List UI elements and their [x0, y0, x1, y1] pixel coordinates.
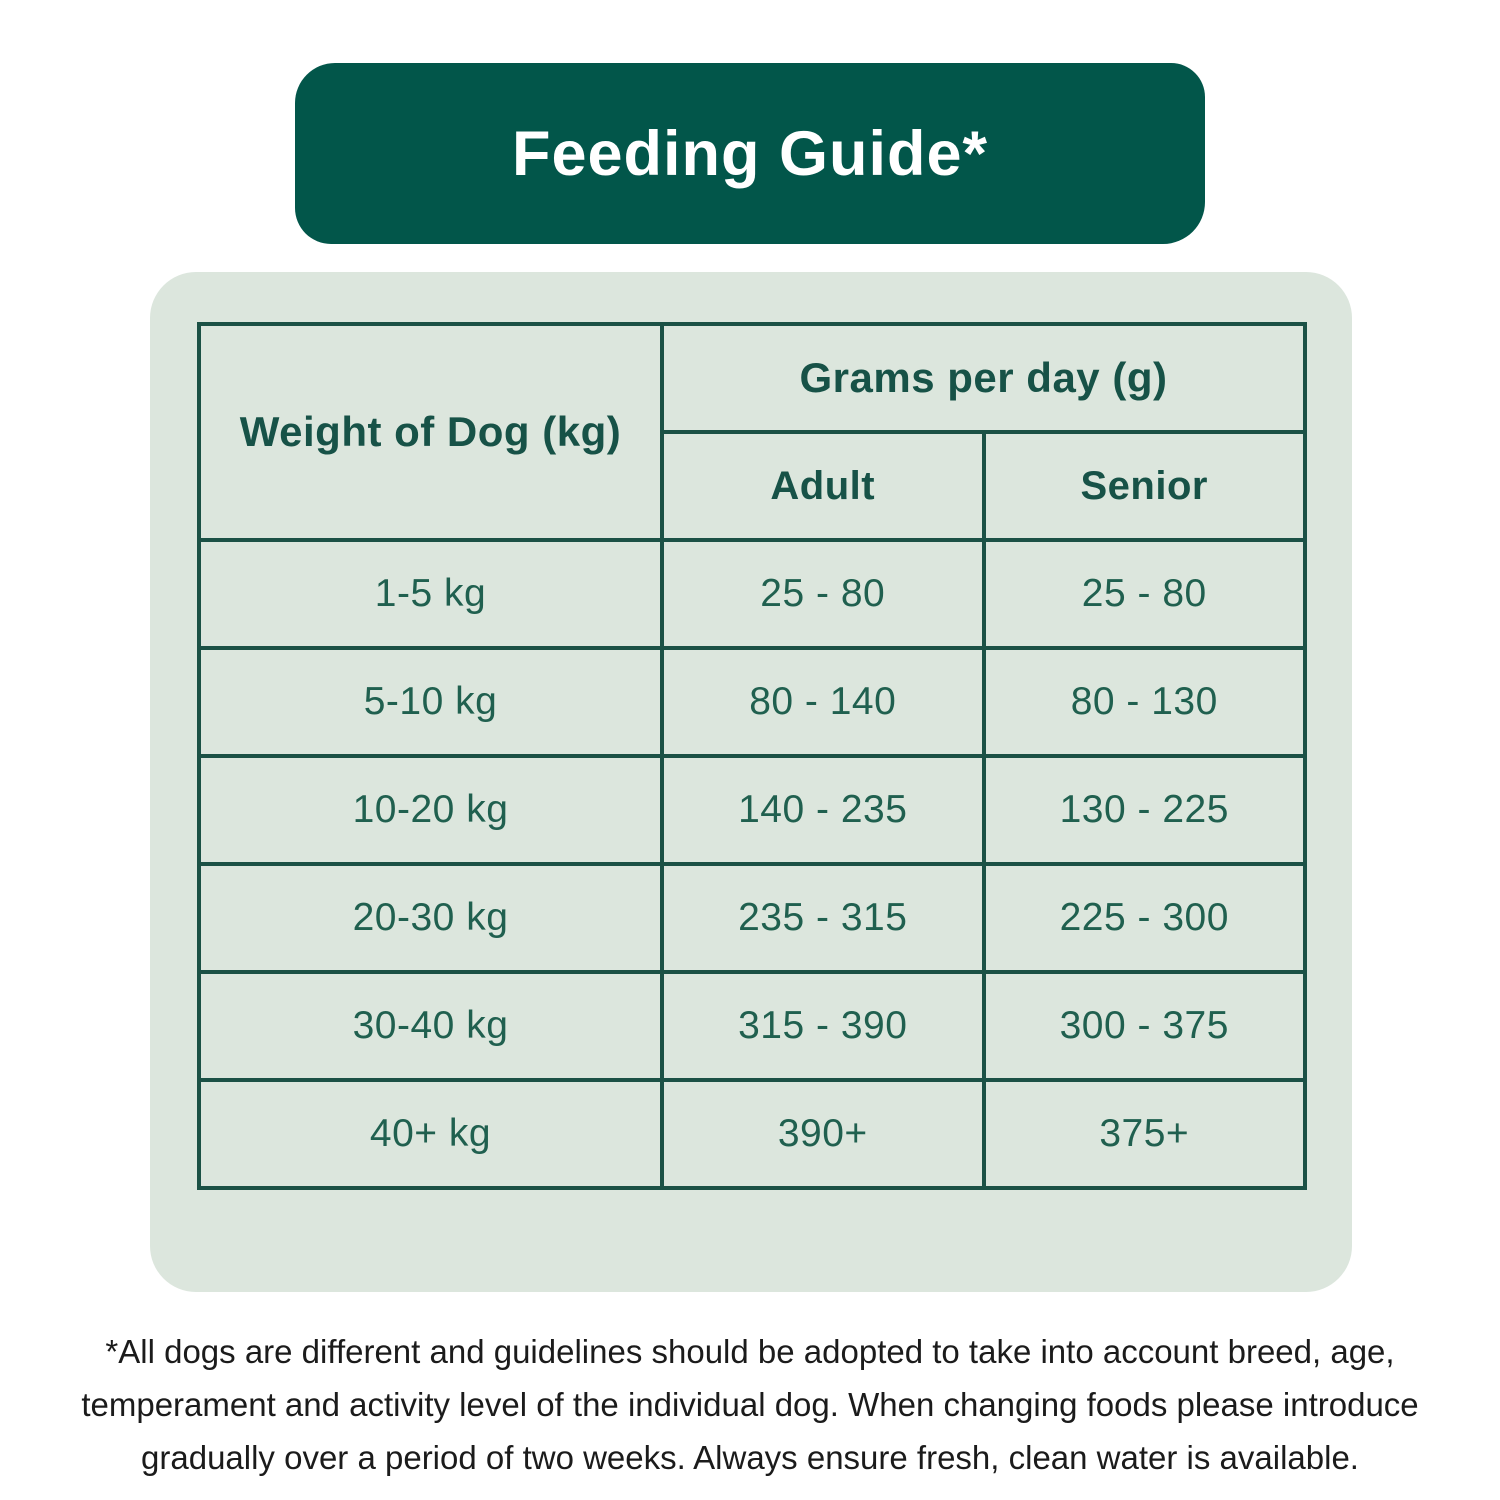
adult-grams-cell: 235 - 315 [660, 862, 986, 974]
table-row: 40+ kg 390+ 375+ [197, 1078, 1307, 1190]
table-row: 30-40 kg 315 - 390 300 - 375 [197, 970, 1307, 1082]
grams-per-day-header: Grams per day (g) [660, 322, 1307, 434]
senior-grams-cell: 80 - 130 [981, 646, 1307, 758]
page-title: Feeding Guide* [511, 118, 989, 189]
table-header-row-top: Weight of Dog (kg) Grams per day (g) [197, 322, 1307, 542]
table-row: 5-10 kg 80 - 140 80 - 130 [197, 646, 1307, 758]
table-row: 20-30 kg 235 - 315 225 - 300 [197, 862, 1307, 974]
footnote-line: *All dogs are different and guidelines s… [105, 1333, 1395, 1370]
table-row: 1-5 kg 25 - 80 25 - 80 [197, 538, 1307, 650]
weight-cell: 20-30 kg [197, 862, 664, 974]
footnote: *All dogs are different and guidelines s… [75, 1325, 1425, 1484]
adult-grams-cell: 140 - 235 [660, 754, 986, 866]
column-header-senior: Senior [981, 430, 1307, 542]
weight-cell: 10-20 kg [197, 754, 664, 866]
senior-grams-cell: 225 - 300 [981, 862, 1307, 974]
adult-grams-cell: 80 - 140 [660, 646, 986, 758]
weight-cell: 1-5 kg [197, 538, 664, 650]
adult-grams-cell: 390+ [660, 1078, 986, 1190]
weight-cell: 40+ kg [197, 1078, 664, 1190]
weight-cell: 30-40 kg [197, 970, 664, 1082]
senior-grams-cell: 375+ [981, 1078, 1307, 1190]
feeding-table: Weight of Dog (kg) Grams per day (g) Adu… [197, 322, 1307, 1190]
footnote-line: temperament and activity level of the in… [81, 1386, 1419, 1423]
table-row: 10-20 kg 140 - 235 130 - 225 [197, 754, 1307, 866]
senior-grams-cell: 25 - 80 [981, 538, 1307, 650]
column-header-adult: Adult [660, 430, 986, 542]
title-banner: Feeding Guide* [295, 63, 1205, 244]
senior-grams-cell: 130 - 225 [981, 754, 1307, 866]
senior-grams-cell: 300 - 375 [981, 970, 1307, 1082]
footnote-line: gradually over a period of two weeks. Al… [141, 1439, 1359, 1476]
weight-of-dog-header: Weight of Dog (kg) [197, 322, 664, 542]
table-header-row-sub: Adult Senior [199, 430, 1307, 542]
weight-cell: 5-10 kg [197, 646, 664, 758]
adult-grams-cell: 315 - 390 [660, 970, 986, 1082]
adult-grams-cell: 25 - 80 [660, 538, 986, 650]
